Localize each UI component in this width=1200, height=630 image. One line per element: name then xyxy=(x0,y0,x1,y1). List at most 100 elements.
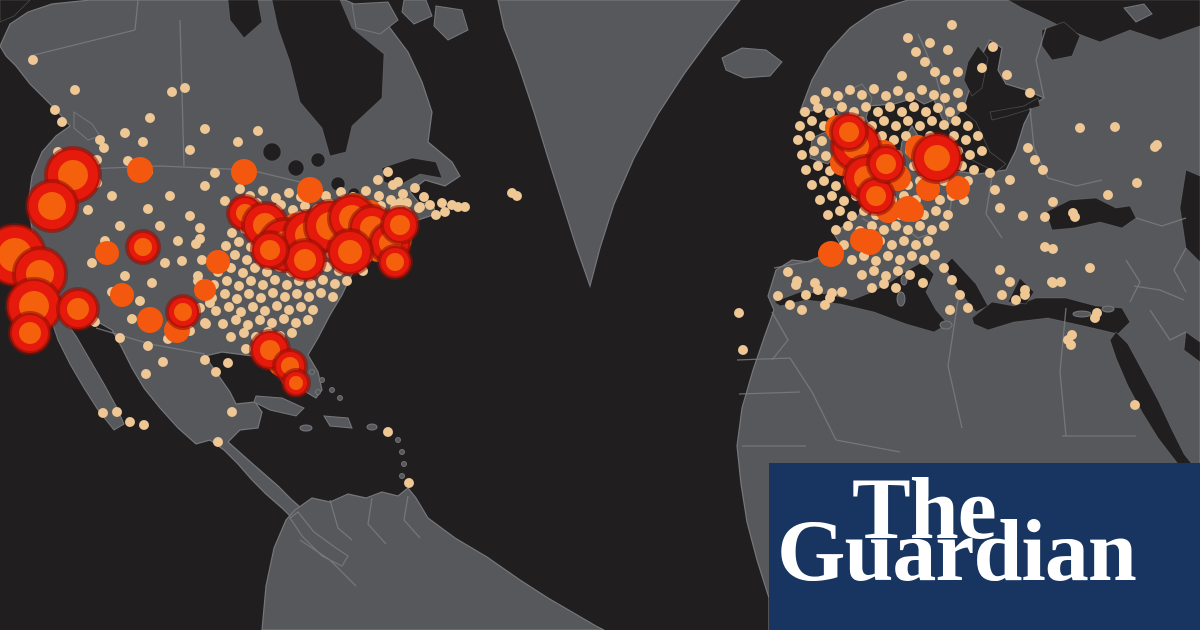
map-dot-small xyxy=(945,305,955,315)
map-dot-small xyxy=(953,88,963,98)
map-dot-small xyxy=(342,276,352,286)
map-dot-small xyxy=(990,185,1000,195)
map-dot-small xyxy=(243,320,253,330)
map-dot-small xyxy=(929,90,939,100)
map-dot-small xyxy=(1018,211,1028,221)
map-dot-small xyxy=(300,201,310,211)
map-dot-large-core xyxy=(58,160,88,190)
map-dot-medium xyxy=(297,177,323,203)
map-dot-small xyxy=(386,195,396,205)
map-dot-small xyxy=(99,143,109,153)
map-dot-small xyxy=(158,357,168,367)
map-dot-small xyxy=(825,108,835,118)
map-dot-small xyxy=(330,279,340,289)
sea-persian-gulf xyxy=(1183,331,1200,363)
map-dot-small xyxy=(887,240,897,250)
island-hispaniola xyxy=(323,415,353,429)
map-dot-medium xyxy=(137,307,163,333)
map-dot-medium xyxy=(127,157,153,183)
map-dot-small xyxy=(415,202,425,212)
map-dot-small xyxy=(241,344,251,354)
map-dot-small xyxy=(820,300,830,310)
map-dot-small xyxy=(374,191,384,201)
map-dot-small xyxy=(222,276,232,286)
map-dot-small xyxy=(220,196,230,206)
sea-nw-corner xyxy=(0,0,31,23)
map-dot-small xyxy=(1132,178,1142,188)
map-dot-small xyxy=(813,161,823,171)
map-dot-small xyxy=(227,228,237,238)
map-dot-small xyxy=(995,265,1005,275)
map-dot-small xyxy=(141,369,151,379)
map-dot-small xyxy=(291,318,301,328)
map-dot-small xyxy=(833,91,843,101)
map-dot-small xyxy=(985,168,995,178)
map-dot-small xyxy=(943,45,953,55)
map-dot-small xyxy=(195,223,205,233)
map-dot-small xyxy=(953,67,963,77)
map-dot-small xyxy=(180,83,190,93)
map-dot-small xyxy=(244,289,254,299)
map-dot-small xyxy=(447,200,457,210)
map-dot-small xyxy=(940,75,950,85)
map-dot-small xyxy=(224,302,234,312)
map-dot-small xyxy=(907,251,917,261)
map-dot-small xyxy=(915,221,925,231)
map-dot-small xyxy=(1150,142,1160,152)
map-dot-small xyxy=(933,103,943,113)
map-dot-small xyxy=(891,221,901,231)
map-dot-small xyxy=(234,237,244,247)
map-dot-small xyxy=(931,206,941,216)
map-dot-small xyxy=(783,267,793,277)
map-dot-small xyxy=(918,278,928,288)
map-dot-small xyxy=(831,225,841,235)
island-baffin-1 xyxy=(351,1,399,35)
map-dot-small xyxy=(1002,70,1012,80)
guardian-logo-guardian: Guardian xyxy=(777,503,1137,600)
map-dot-small xyxy=(383,427,393,437)
map-dot-small xyxy=(883,251,893,261)
map-dot-small xyxy=(861,102,871,112)
map-dot-medium xyxy=(946,176,970,200)
map-dot-small xyxy=(1085,263,1095,273)
map-dot-small xyxy=(869,266,879,276)
map-dot-small xyxy=(927,225,937,235)
map-dot-small xyxy=(303,315,313,325)
map-dot-small xyxy=(867,283,877,293)
map-dot-small xyxy=(930,250,940,260)
island-corsica xyxy=(900,274,908,286)
map-dot-small xyxy=(1090,313,1100,323)
map-dot-small xyxy=(919,255,929,265)
map-dot-large-core xyxy=(19,322,41,344)
map-dot-small xyxy=(173,236,183,246)
map-dot-small xyxy=(965,150,975,160)
map-dot-small xyxy=(165,191,175,201)
map-dot-small xyxy=(867,221,877,231)
map-dot-small xyxy=(218,319,228,329)
map-dot-small xyxy=(845,85,855,95)
map-dot-small xyxy=(895,255,905,265)
map-dot-small xyxy=(837,102,847,112)
map-dot-small xyxy=(837,287,847,297)
map-dot-large-core xyxy=(134,238,152,256)
map-dot-small xyxy=(995,203,1005,213)
map-dot-small xyxy=(879,279,889,289)
map-dot-small xyxy=(425,200,435,210)
map-dot-small xyxy=(138,137,148,147)
map-dot-small xyxy=(279,314,289,324)
map-dot-small xyxy=(905,92,915,102)
map-dot-medium xyxy=(231,159,257,185)
map-dot-small xyxy=(819,176,829,186)
map-dot-small xyxy=(234,281,244,291)
map-dot-small xyxy=(881,271,891,281)
map-dot-small xyxy=(1075,123,1085,133)
island-jamaica xyxy=(299,424,313,432)
landmass-greenland xyxy=(497,0,741,289)
map-dot-small xyxy=(246,276,256,286)
sea-white-sea xyxy=(1041,21,1081,61)
map-dot-small xyxy=(83,205,93,215)
map-dot-small xyxy=(847,211,857,221)
map-dot-small xyxy=(847,255,857,265)
map-dot-small xyxy=(143,341,153,351)
island-sardinia xyxy=(896,291,906,307)
